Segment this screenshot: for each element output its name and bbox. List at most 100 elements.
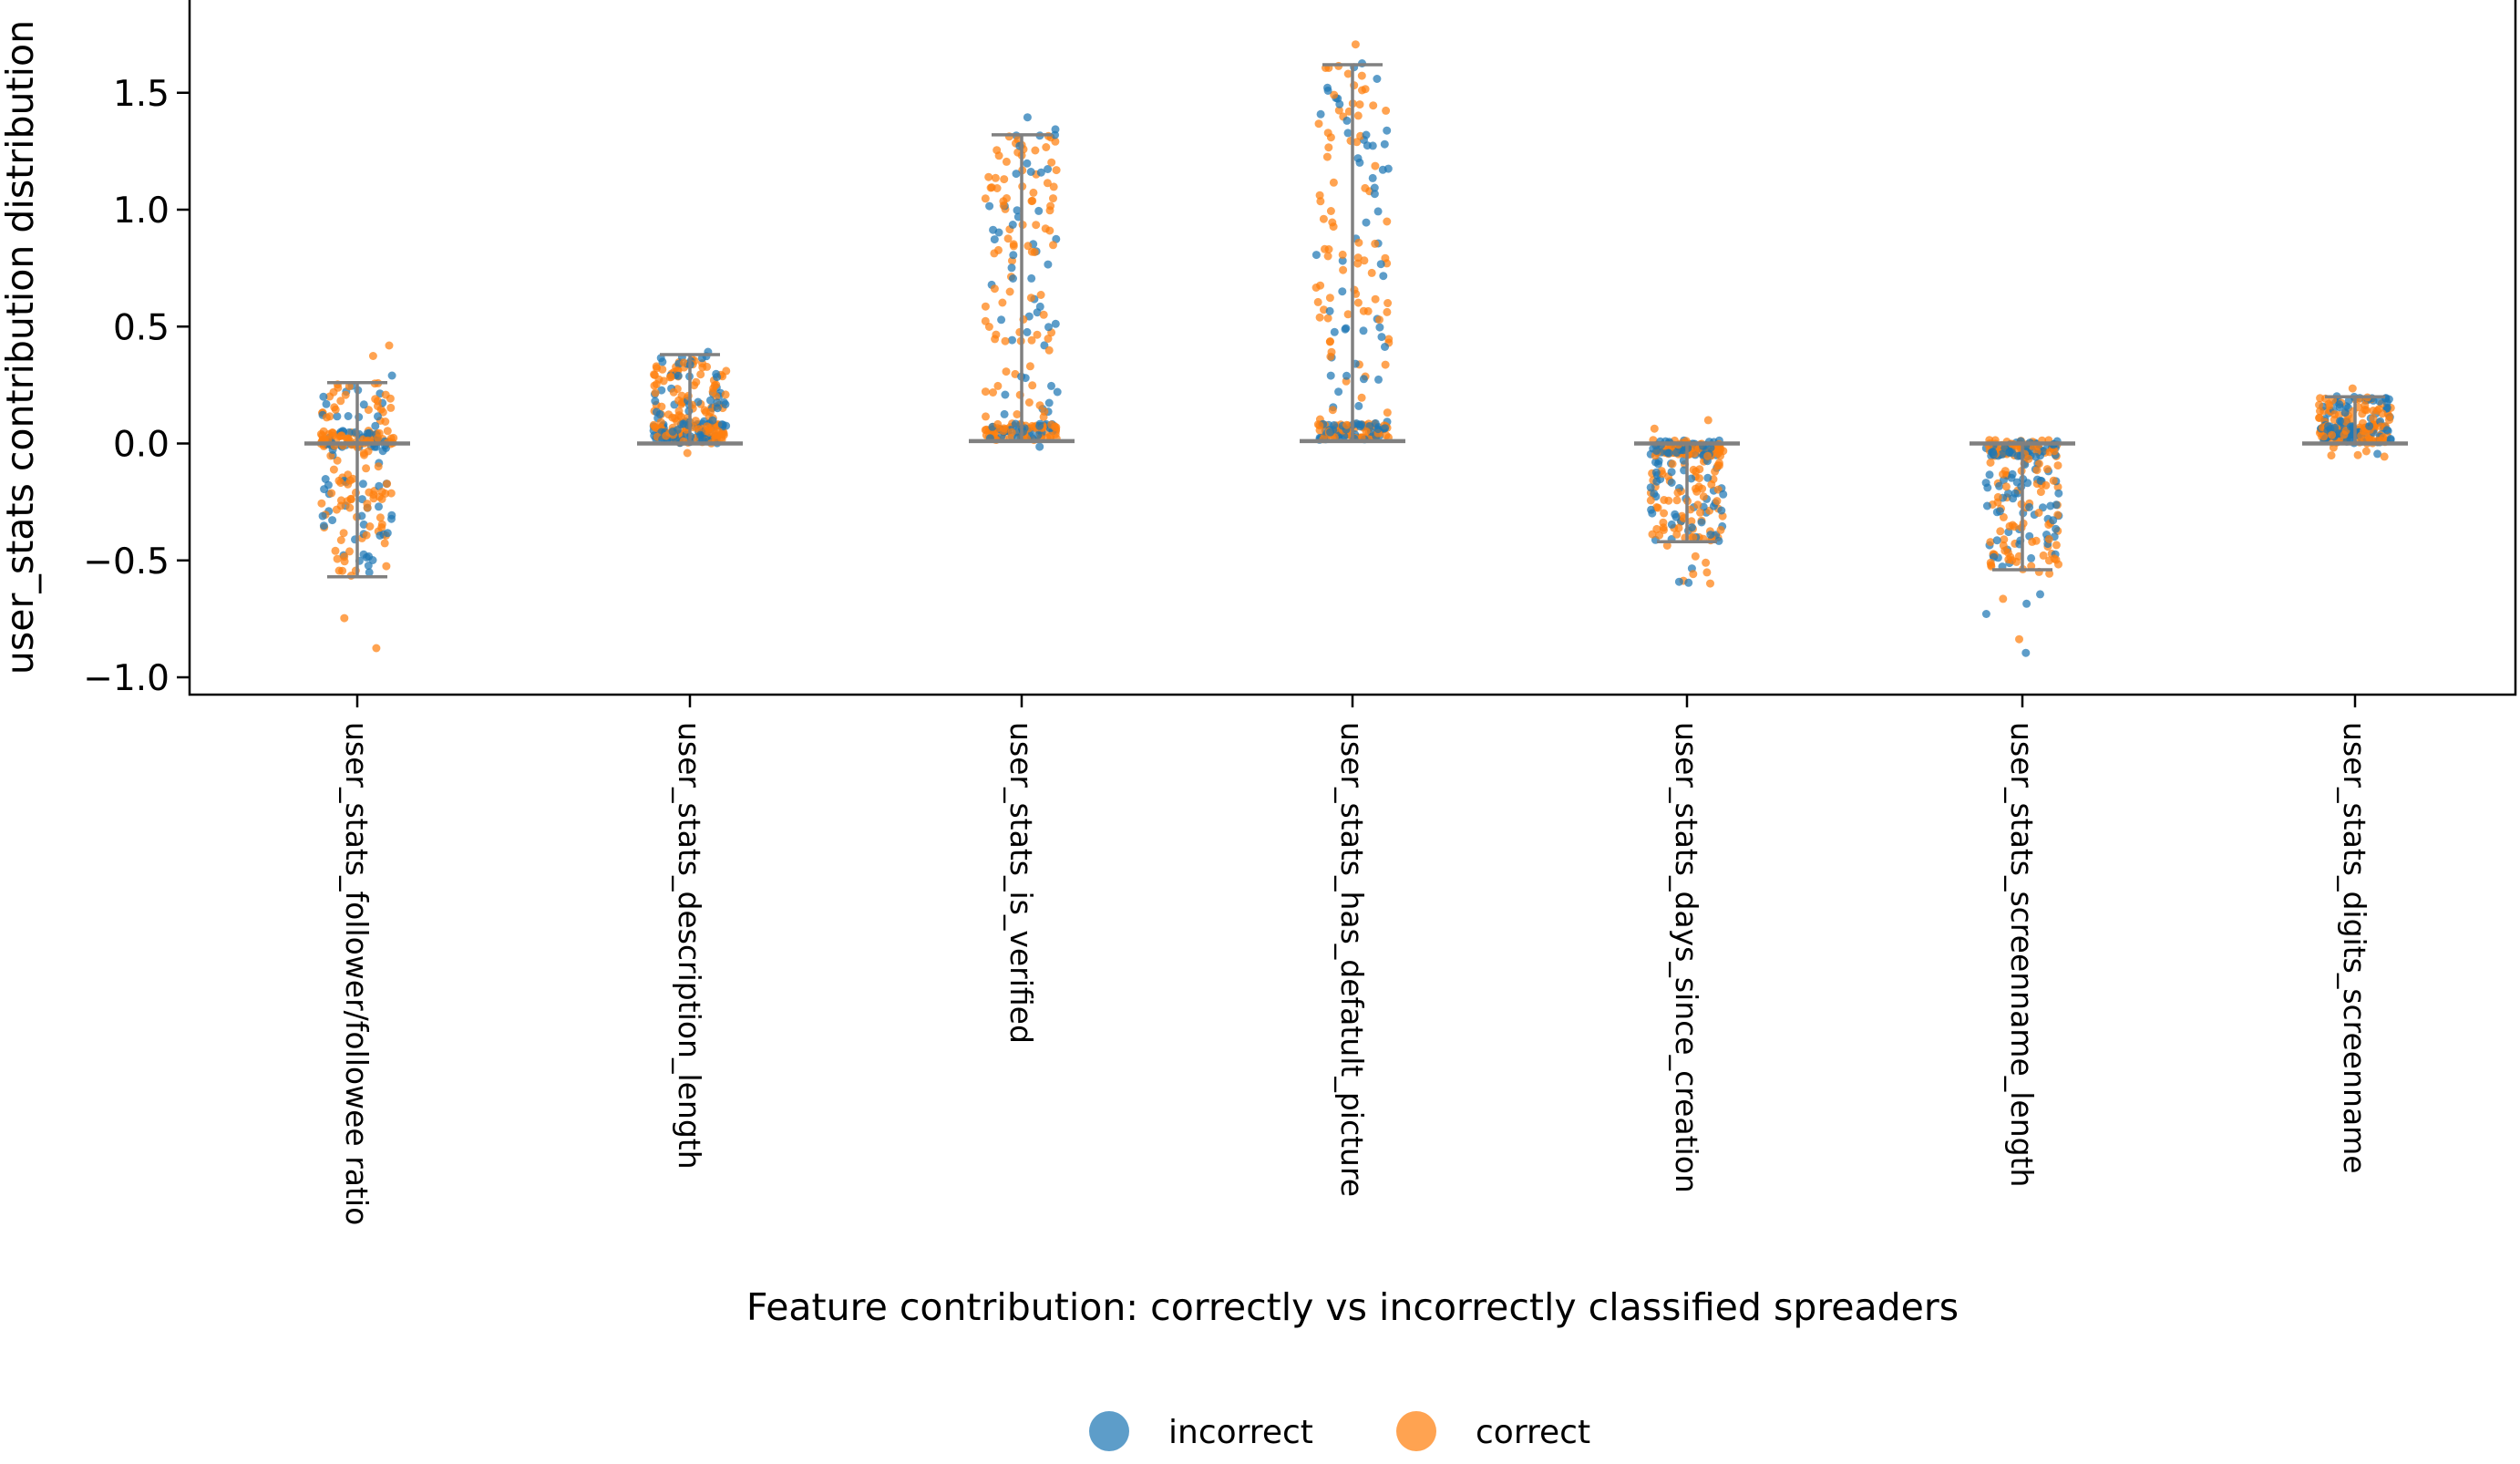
- strip-point: [1047, 158, 1056, 167]
- strip-point: [1999, 594, 2008, 603]
- strip-point: [1703, 473, 1713, 482]
- strip-point: [722, 366, 731, 376]
- strip-point: [1379, 272, 1388, 281]
- legend-label: correct: [1476, 1414, 1590, 1451]
- strip-point: [2036, 590, 2044, 599]
- strip-point: [1023, 159, 1032, 168]
- strip-point: [1035, 442, 1044, 451]
- strip-point: [1324, 245, 1333, 253]
- strip-point: [1362, 130, 1371, 139]
- strip-point: [1046, 431, 1055, 440]
- strip-point: [2008, 469, 2017, 479]
- strip-point: [1044, 345, 1054, 355]
- strip-point: [1316, 197, 1325, 206]
- strip-point: [2050, 447, 2059, 456]
- strip-point: [1039, 310, 1048, 319]
- strip-point: [1035, 401, 1044, 410]
- strip-point: [696, 430, 705, 439]
- strip-point: [1000, 409, 1009, 418]
- strip-point: [2031, 452, 2041, 461]
- strip-point: [1044, 323, 1053, 332]
- strip-point: [362, 464, 371, 473]
- strip-point: [1383, 126, 1392, 135]
- strip-point: [1652, 477, 1661, 486]
- strip-point: [1028, 381, 1037, 390]
- strip-point: [1671, 512, 1681, 521]
- strip-point: [1326, 371, 1335, 380]
- x-tick-label: user_stats_has_defatult_picture: [1334, 722, 1370, 1197]
- strip-point: [1691, 552, 1700, 561]
- strip-point: [1044, 165, 1053, 173]
- strip-point: [345, 503, 355, 512]
- strip-point: [340, 613, 349, 623]
- strip-point: [1025, 362, 1034, 371]
- strip-point: [1713, 497, 1722, 506]
- strip-point: [1664, 448, 1673, 458]
- strip-point: [333, 554, 342, 563]
- strip-point: [1674, 523, 1683, 532]
- strip-point: [655, 409, 664, 418]
- strip-point: [653, 364, 662, 373]
- strip-point: [2346, 422, 2355, 431]
- strip-point: [1702, 558, 1711, 567]
- strip-point: [333, 412, 342, 421]
- strip-point: [1706, 531, 1715, 540]
- strip-point: [2335, 400, 2344, 409]
- strip-point: [1673, 488, 1682, 497]
- strip-point: [1047, 381, 1055, 390]
- strip-point: [1359, 375, 1368, 384]
- strip-point: [365, 568, 374, 577]
- strip-point: [358, 479, 367, 489]
- strip-point: [2365, 421, 2374, 430]
- strip-point: [362, 531, 371, 540]
- strip-point: [336, 479, 345, 488]
- x-tick-label: user_stats_screenname_length: [2004, 722, 2040, 1187]
- strip-point: [1043, 179, 1052, 188]
- strip-point: [1031, 146, 1040, 155]
- strip-point: [1051, 137, 1060, 146]
- strip-point: [2015, 634, 2023, 644]
- strip-point: [993, 381, 1003, 390]
- strip-point: [1009, 240, 1018, 249]
- strip-point: [1697, 518, 1706, 527]
- strip-point: [1323, 129, 1332, 138]
- strip-point: [2315, 400, 2324, 409]
- strip-point: [991, 173, 1000, 182]
- strip-point: [1000, 175, 1009, 184]
- strip-point: [1646, 496, 1655, 505]
- strip-point: [1361, 85, 1370, 94]
- strip-point: [357, 511, 366, 521]
- strip-point: [981, 194, 990, 203]
- strip-point: [1315, 313, 1324, 322]
- strip-point: [1987, 561, 1996, 570]
- strip-point: [365, 522, 375, 531]
- strip-point: [2319, 432, 2329, 441]
- strip-point: [1377, 333, 1386, 342]
- strip-point: [1719, 490, 1728, 499]
- strip-point: [676, 412, 685, 421]
- strip-point: [989, 388, 997, 397]
- strip-point: [2042, 480, 2051, 490]
- strip-point: [2353, 450, 2362, 459]
- strip-point: [1354, 401, 1363, 410]
- strip-point: [1035, 302, 1044, 311]
- strip-point: [2001, 482, 2011, 491]
- strip-point: [374, 402, 382, 411]
- strip-point: [1034, 206, 1044, 215]
- x-axis-title: Feature contribution: correctly vs incor…: [746, 1285, 1959, 1329]
- strip-point: [1036, 291, 1045, 299]
- strip-point: [1040, 407, 1049, 416]
- strip-point: [2052, 541, 2061, 550]
- strip-point: [364, 562, 373, 570]
- strip-point: [2054, 489, 2063, 498]
- strip-point: [2382, 426, 2391, 435]
- strip-point: [362, 553, 371, 562]
- legend-marker: [1396, 1411, 1436, 1451]
- strip-point: [656, 418, 665, 427]
- strip-point: [1313, 297, 1322, 306]
- strip-point: [340, 557, 349, 566]
- strip-point: [1981, 479, 1990, 488]
- y-axis-ticks: −1.0 −0.5 0.0 0.5 1.0 1.5: [83, 74, 190, 699]
- strip-point: [2373, 449, 2382, 459]
